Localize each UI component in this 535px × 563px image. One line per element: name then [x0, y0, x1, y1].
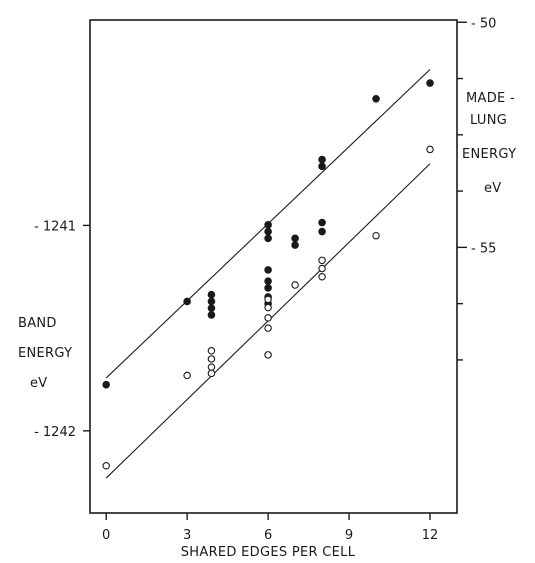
x-axis-ticks: 0 3 6 9 12 [102, 513, 438, 543]
open-data-point [291, 281, 299, 289]
open-data-point [207, 346, 216, 355]
open-data-point [102, 462, 110, 470]
filled-data-point [291, 241, 299, 249]
filled-data-point [264, 266, 272, 274]
x-tick-label: 3 [183, 528, 191, 543]
filled-data-point [318, 155, 326, 164]
open-data-point [318, 256, 326, 265]
filled-data-point [183, 297, 191, 306]
right-axis-label-line-2: LUNG [470, 113, 507, 128]
filled-data-point [264, 234, 272, 243]
right-tick-label: - 50 [471, 16, 496, 31]
filled-data-point [318, 218, 326, 227]
left-axis-ticks: - 1241 - 1242 [34, 219, 90, 440]
data-points [102, 79, 434, 470]
open-data-point [372, 231, 380, 240]
filled-data-point [264, 277, 272, 285]
open-data-point [207, 355, 216, 363]
x-axis-label: SHARED EDGES PER CELL [181, 545, 356, 560]
left-axis-label-line-2: ENERGY [18, 346, 72, 361]
open-data-point [183, 371, 191, 380]
filled-data-point [264, 227, 272, 236]
open-data-point [318, 273, 326, 281]
open-data-point [264, 324, 272, 332]
open-data-point [264, 314, 272, 322]
open-data-point [264, 295, 272, 304]
filled-data-point [207, 311, 216, 319]
filled-data-point [291, 234, 299, 243]
right-axis-ticks: - 50 - 55 [457, 16, 496, 361]
filled-data-point [426, 79, 434, 87]
right-axis-label-line-4: eV [484, 181, 502, 196]
open-data-point [264, 303, 272, 312]
filled-data-point [318, 162, 326, 171]
filled-data-point [318, 227, 326, 236]
open-data-point [207, 369, 216, 378]
right-tick-label: - 55 [471, 241, 496, 256]
x-tick-label: 0 [102, 528, 110, 543]
left-tick-label: - 1242 [34, 425, 76, 440]
filled-data-point [264, 221, 272, 229]
left-tick-label: - 1241 [34, 219, 76, 234]
open-data-point [264, 351, 272, 359]
x-tick-label: 6 [264, 528, 272, 543]
right-axis-label-line-1: MADE - [466, 91, 515, 106]
plot-frame [89, 19, 458, 514]
open-data-point [426, 145, 434, 154]
x-tick-label: 12 [422, 528, 439, 543]
filled-data-point [372, 94, 380, 103]
open-data-point [318, 264, 326, 273]
open-data-point [207, 363, 216, 371]
left-axis-label-line-1: BAND [18, 316, 57, 331]
right-axis-label-line-3: ENERGY [462, 147, 516, 162]
filled-data-point [207, 297, 216, 306]
x-tick-label: 9 [345, 528, 353, 543]
filled-data-point [264, 284, 272, 292]
fit-lines [105, 69, 431, 479]
filled-data-point [207, 290, 216, 299]
left-axis-label-line-3: eV [30, 376, 48, 391]
filled-data-point [102, 380, 110, 389]
filled-data-point [207, 304, 216, 312]
